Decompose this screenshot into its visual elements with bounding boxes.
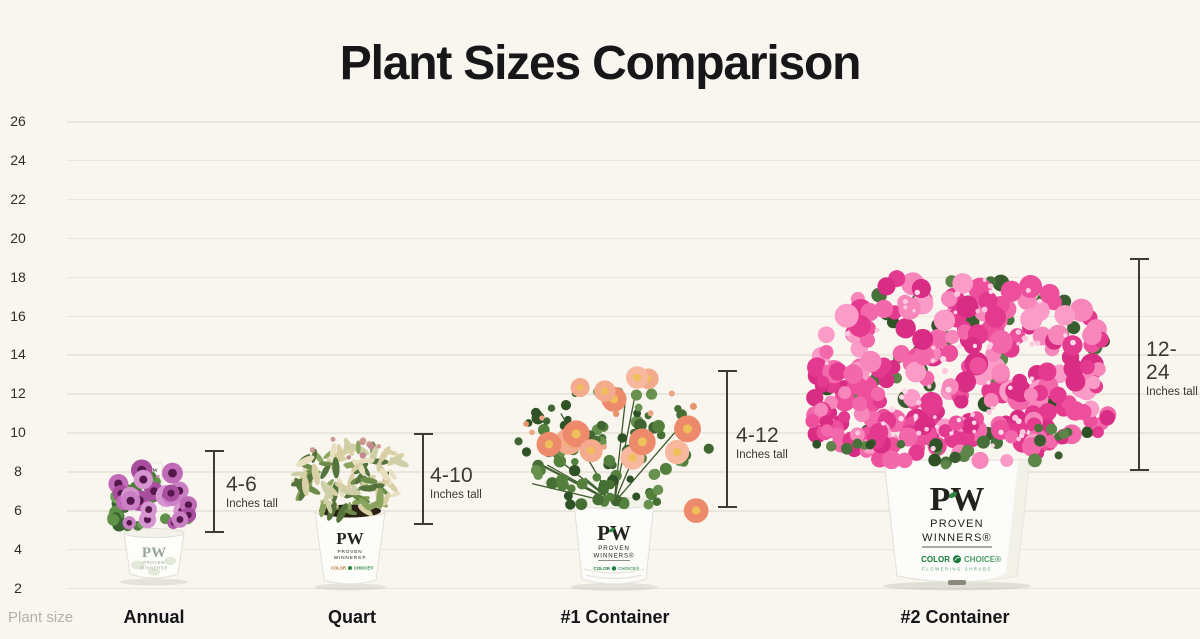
- pot-brand-line2: WINNERS®: [140, 566, 168, 571]
- y-tick-label: 12: [10, 385, 26, 402]
- y-tick-label: 2: [14, 579, 22, 596]
- height-bracket-2-container: [1129, 258, 1149, 471]
- pot: PW PROVEN WINNERS® COLOR CHOICE®: [573, 497, 655, 585]
- gridline: [67, 587, 1200, 590]
- pot-brand-line1: PROVEN: [930, 518, 984, 530]
- pot-brand-line1: PROVEN: [337, 549, 362, 555]
- rose-foliage: [514, 366, 714, 504]
- pot: PW PROVEN WINNERS® COLOR CHOICE® FLOWERI…: [883, 459, 1031, 585]
- y-tick-label: 26: [10, 113, 26, 129]
- y-tick-label: 10: [10, 424, 26, 441]
- gridline: [67, 121, 1200, 123]
- gridline: [67, 237, 1200, 240]
- pot-brand-line2: WINNERS®: [922, 532, 992, 544]
- annual-flowers: [107, 459, 198, 532]
- y-tick-label: 14: [10, 346, 26, 363]
- category-label-quart: Quart: [327, 607, 377, 627]
- container2-plant-image: PW PROVEN WINNERS® COLOR CHOICE® FLOWERI…: [805, 270, 1117, 591]
- pot: PW PROVEN WINNERS®: [123, 528, 185, 579]
- y-tick-label: 4: [14, 540, 22, 557]
- plant-shadow: [120, 578, 188, 586]
- color-choice-label: COLOR: [593, 566, 610, 571]
- height-annotation-annual: 4-6 Inches tall: [226, 473, 278, 511]
- height-range: 4-10: [430, 464, 473, 487]
- pot-brand-line2: WINNERS®: [594, 553, 635, 560]
- color-choice-leaf-icon: [953, 555, 961, 564]
- color-choice-label2: CHOICE®: [964, 555, 1001, 564]
- height-units: Inches tall: [430, 489, 482, 502]
- pot-logo: PW: [336, 529, 363, 548]
- gridline: [67, 276, 1200, 279]
- height-units: Inches tall: [1146, 386, 1198, 399]
- pot-logo: PW: [142, 545, 166, 561]
- height-bracket-quart: [413, 433, 433, 525]
- plant-shadow: [314, 583, 386, 591]
- y-tick-label: 18: [10, 268, 26, 285]
- gridline: [67, 159, 1200, 162]
- y-tick-label: 22: [10, 190, 26, 207]
- plant-shadow: [883, 581, 1031, 591]
- plant-annual: PW PW PROVEN WINNERS®: [90, 441, 218, 589]
- color-choice-leaf-icon: [611, 566, 617, 571]
- y-tick-label: 8: [14, 463, 22, 480]
- color-choice-label: COLOR: [331, 566, 346, 571]
- height-range: 12-24: [1146, 338, 1177, 385]
- page-title: Plant Sizes Comparison: [339, 37, 862, 91]
- plant-shadow: [570, 583, 658, 591]
- height-range: 4-12: [736, 424, 779, 447]
- plant-2-container: PW PROVEN WINNERS® COLOR CHOICE® FLOWERI…: [790, 254, 1134, 592]
- gridline: [67, 471, 1200, 473]
- y-tick-label: 20: [10, 229, 26, 246]
- rose-overhang: [563, 479, 709, 523]
- pot-brand-line2: WINNERS®: [334, 554, 367, 561]
- pot-logo: PW: [930, 481, 985, 518]
- height-annotation-2-container: 12-24 Inches tall: [1146, 338, 1200, 399]
- height-bracket-1-container: [717, 370, 737, 508]
- category-label-1-container: #1 Container: [560, 607, 670, 627]
- gridline: [67, 198, 1200, 201]
- pot-brand-line1: PROVEN: [143, 560, 164, 565]
- gridline: [67, 315, 1200, 317]
- weigela-overhang: [805, 358, 1117, 470]
- x-axis-title: Plant size: [8, 609, 74, 626]
- container1-plant-image: PW PROVEN WINNERS® COLOR CHOICE®: [514, 366, 714, 591]
- pot: PW PROVEN WINNERS® COLOR CHOICE®: [314, 504, 386, 585]
- color-choice-label2: CHOICE®: [618, 565, 640, 571]
- quart-plant-image: PW PROVEN WINNERS® COLOR CHOICE®: [290, 436, 409, 591]
- pw-leaf-icon: [948, 491, 958, 499]
- color-choice-label2: CHOICE®: [354, 566, 374, 571]
- height-range: 4-6: [226, 473, 257, 496]
- color-choice-leaf-icon: [348, 566, 352, 570]
- gridline: [67, 354, 1200, 356]
- height-units: Inches tall: [226, 498, 278, 511]
- plant-quart: PW PROVEN WINNERS® COLOR CHOICE®: [283, 430, 418, 592]
- pot-logo: PW: [597, 521, 631, 545]
- height-bracket-annual: [204, 450, 224, 533]
- category-label-annual: Annual: [123, 607, 185, 627]
- height-annotation-1-container: 4-12 Inches tall: [736, 424, 788, 462]
- plant-1-container: PW PROVEN WINNERS® COLOR CHOICE®: [502, 363, 734, 593]
- pw-leaf-icon: [609, 527, 615, 533]
- height-annotation-quart: 4-10 Inches tall: [430, 464, 482, 502]
- y-tick-label: 6: [14, 502, 22, 518]
- pot-brand-line1: PROVEN: [598, 545, 630, 552]
- category-label-2-container: #2 Container: [900, 607, 1010, 627]
- svg-text:PW: PW: [149, 468, 158, 474]
- y-tick-label: 24: [10, 151, 26, 168]
- annual-plant-image: PW PW PROVEN WINNERS®: [107, 459, 198, 586]
- quart-foliage: [290, 436, 409, 523]
- height-units: Inches tall: [736, 449, 788, 462]
- color-choice-label: COLOR: [921, 555, 950, 564]
- color-choice-subtext: FLOWERING SHRUBS: [922, 567, 992, 572]
- y-tick-label: 16: [10, 307, 26, 324]
